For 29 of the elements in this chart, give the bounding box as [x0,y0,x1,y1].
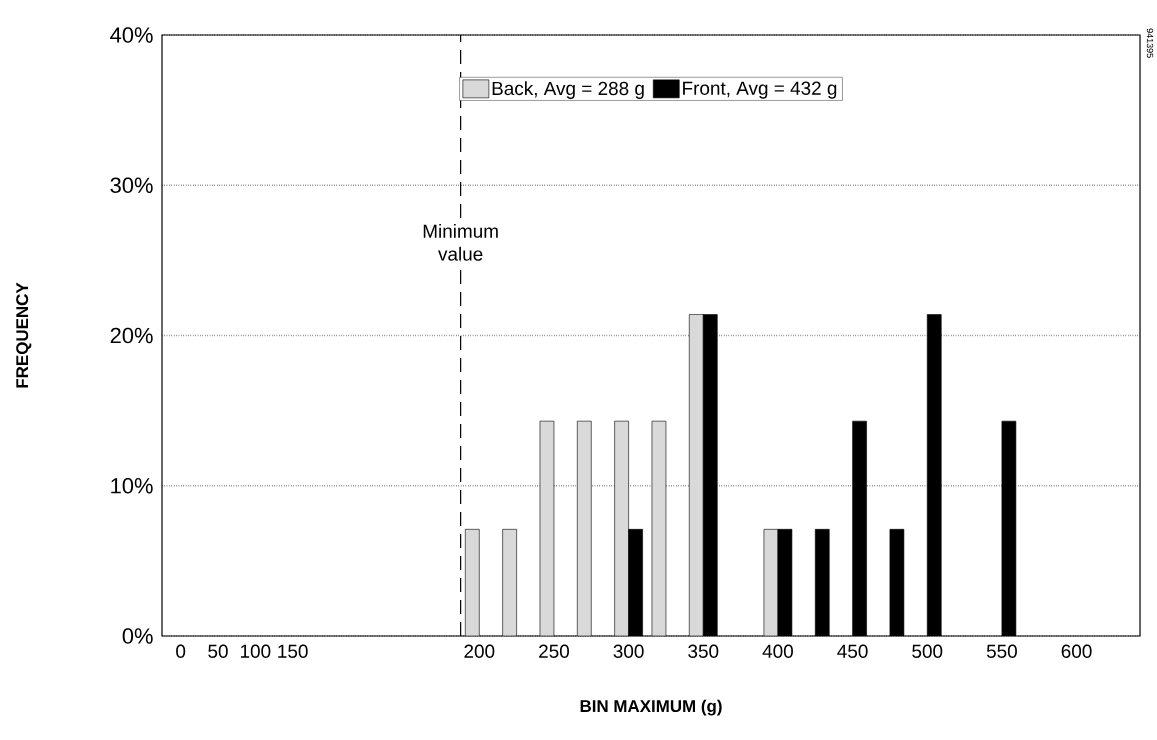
x-tick-label: 350 [688,644,719,658]
bar [688,314,704,636]
x-tick-label: 600 [1061,644,1092,658]
x-tick-label: 200 [464,644,495,658]
y-axis-title: FREQUENCY [16,282,32,388]
x-tick-label: 50 [208,644,228,658]
bar [502,529,517,636]
y-tick-label: 10% [111,477,153,494]
x-tick-label: 450 [837,644,868,658]
legend-label: Back, Avg = 288 g [492,81,644,99]
y-tick-label: 0% [122,628,153,644]
x-axis-title: BIN MAXIMUM (g) [580,699,722,716]
legend-label: Front, Avg = 432 g [683,81,837,99]
ref-line-label: Minimum value [423,223,498,261]
text: 941395 [1146,28,1154,58]
bar [576,420,592,636]
bar [465,529,480,636]
x-tick-label: 300 [613,644,644,658]
x-tick-label: 500 [912,644,943,658]
bar [614,420,629,636]
y-tick-label: 40% [110,27,153,43]
x-tick-label: 550 [986,644,1017,658]
x-tick-label: 100 [240,644,271,658]
x-tick-label: 150 [278,644,308,658]
y-tick-label: 20% [110,327,153,344]
x-tick-label: 400 [762,644,793,658]
y-tick-label: 30% [110,177,153,194]
x-tick-label: 0 [176,644,186,658]
x-tick-label: 250 [539,644,569,658]
